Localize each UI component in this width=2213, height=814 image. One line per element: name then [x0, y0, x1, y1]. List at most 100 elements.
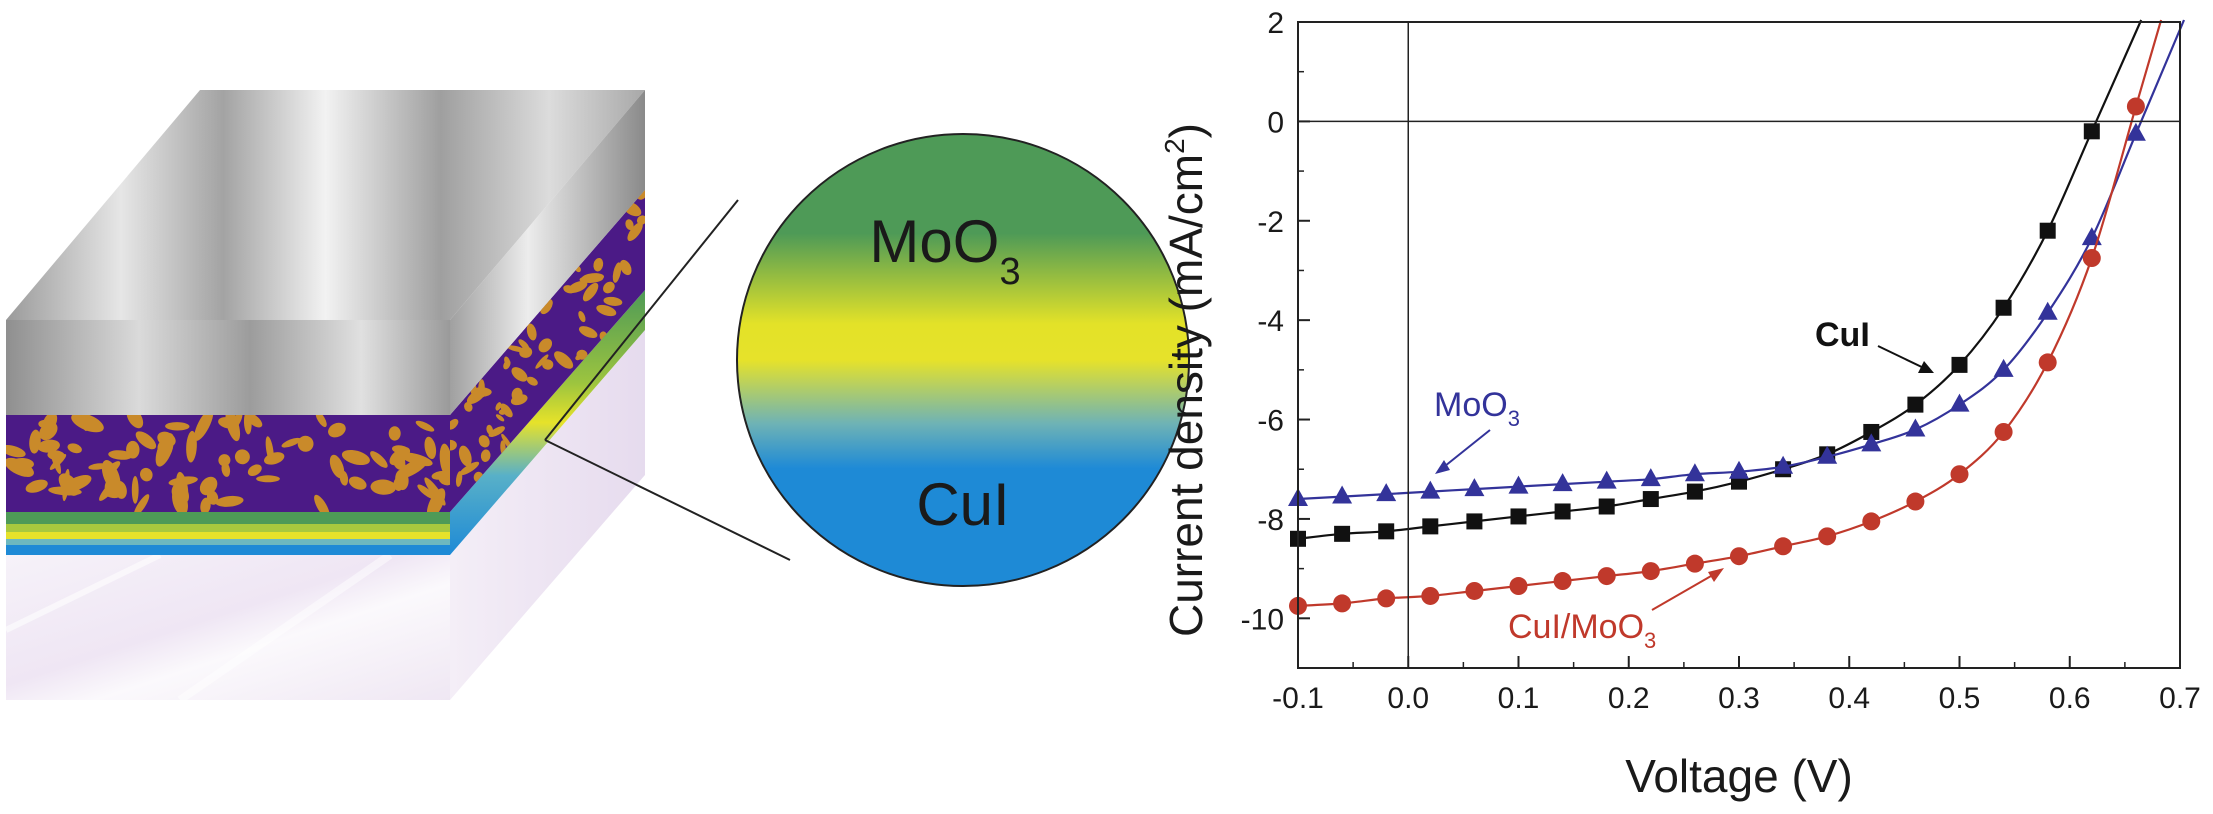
x-tick-label: 0.6 — [2049, 682, 2091, 715]
active-domain — [458, 445, 472, 467]
data-point-cui — [1554, 503, 1571, 520]
active-domain — [370, 451, 388, 468]
y-tick-label: -4 — [1257, 305, 1284, 338]
active-domain — [459, 461, 480, 476]
active-domain — [480, 449, 491, 462]
data-point-cui — [1951, 356, 1968, 373]
data-point-cui-moo3 — [1641, 562, 1660, 581]
active-domain — [582, 282, 599, 302]
active-domain — [39, 421, 58, 441]
x-tick-label: 0.5 — [1939, 682, 1981, 715]
active-domain — [619, 259, 632, 276]
active-domain — [135, 431, 157, 450]
active-domain — [77, 415, 88, 432]
active-domain — [439, 443, 450, 477]
active-domain — [507, 345, 526, 353]
active-domain — [114, 480, 127, 499]
active-domain — [186, 430, 197, 463]
annotation-cui-label: CuI — [1815, 316, 1870, 354]
active-domain — [625, 219, 634, 231]
active-domain — [400, 452, 433, 467]
data-point-moo3 — [1905, 418, 1926, 437]
data-point-moo3 — [2037, 301, 2058, 320]
active-domain — [511, 387, 523, 402]
data-point-cui — [2039, 222, 2056, 239]
data-point-cui-moo3 — [1774, 537, 1793, 556]
active-domain — [464, 402, 473, 412]
active-domain — [99, 478, 119, 501]
active-domain — [593, 257, 604, 272]
active-domain — [455, 471, 463, 487]
data-point-cui — [1642, 491, 1659, 508]
zoom-label-cui: CuI — [916, 471, 1009, 538]
active-domain — [542, 359, 554, 370]
data-point-cui — [1598, 498, 1615, 515]
active-domain — [488, 426, 505, 438]
active-domain — [140, 467, 153, 482]
data-point-cui-moo3 — [1333, 594, 1352, 613]
active-domain — [495, 414, 505, 422]
active-domain — [578, 326, 598, 339]
active-domain — [431, 470, 450, 480]
active-domain — [526, 376, 538, 386]
active-domain — [424, 436, 437, 460]
active-domain — [230, 415, 243, 431]
axes-layer: -0.1 0.0 0.1 0.2 0.3 0.4 0.5 0.6 0.7 -10 -8 -6 -4 -2 0… — [1241, 7, 2201, 715]
data-point-cui-moo3 — [1509, 577, 1528, 596]
series-line-moo3 — [1297, 19, 2186, 501]
x-tick-label: 0.4 — [1828, 682, 1870, 715]
active-domain — [495, 402, 502, 411]
active-domain — [329, 454, 345, 479]
active-domain — [450, 439, 457, 451]
data-point-cui-moo3 — [1950, 465, 1969, 484]
active-domain — [243, 415, 252, 435]
x-tick-label: 0.2 — [1608, 682, 1650, 715]
data-point-moo3 — [1376, 483, 1397, 502]
y-tick-label: 0 — [1267, 106, 1284, 139]
x-tick-label: 0.7 — [2159, 682, 2201, 715]
y-tick-label: -8 — [1257, 504, 1284, 537]
data-point-moo3 — [1596, 470, 1617, 489]
active-domain — [576, 349, 588, 360]
data-point-moo3 — [2125, 122, 2146, 141]
active-domain — [155, 433, 174, 467]
active-layer — [6, 190, 645, 512]
data-point-cui — [1422, 518, 1439, 535]
y-axis-label: Current density (mA/cm2) — [1159, 123, 1212, 637]
active-domain — [200, 497, 211, 512]
active-domain — [450, 418, 459, 430]
active-domain — [314, 494, 330, 512]
active-domain — [256, 475, 280, 483]
data-point-moo3 — [1640, 468, 1661, 487]
active-domain — [568, 280, 588, 293]
active-domain — [6, 444, 26, 458]
y-tick-label: -6 — [1257, 405, 1284, 438]
metal-electrode — [6, 90, 645, 415]
active-domain — [395, 469, 409, 491]
active-domain — [131, 475, 139, 504]
active-domain — [126, 415, 144, 429]
data-point-cui-moo3 — [1553, 572, 1572, 591]
active-domain — [171, 482, 186, 499]
active-domain — [58, 473, 80, 496]
x-tick-label: 0.0 — [1387, 682, 1429, 715]
buffer-layer-stripe — [6, 290, 645, 555]
active-domain — [67, 443, 82, 454]
active-domain — [579, 275, 604, 283]
data-point-cui-moo3 — [1421, 586, 1440, 605]
data-point-moo3 — [1552, 473, 1573, 492]
active-domain — [415, 420, 435, 432]
data-point-cui-moo3 — [2082, 249, 2101, 268]
data-point-cui — [1466, 513, 1483, 530]
y-tick-label: -2 — [1257, 206, 1284, 239]
data-point-cui — [1863, 423, 1880, 440]
zoom-line-bottom — [544, 439, 791, 561]
annotation-moo3-label: MoO3 — [1434, 386, 1520, 431]
active-domain — [206, 490, 219, 505]
active-domain — [503, 359, 511, 370]
active-domain — [29, 429, 41, 454]
active-domain — [281, 437, 301, 448]
active-domain — [424, 477, 446, 506]
active-domain — [526, 323, 537, 341]
